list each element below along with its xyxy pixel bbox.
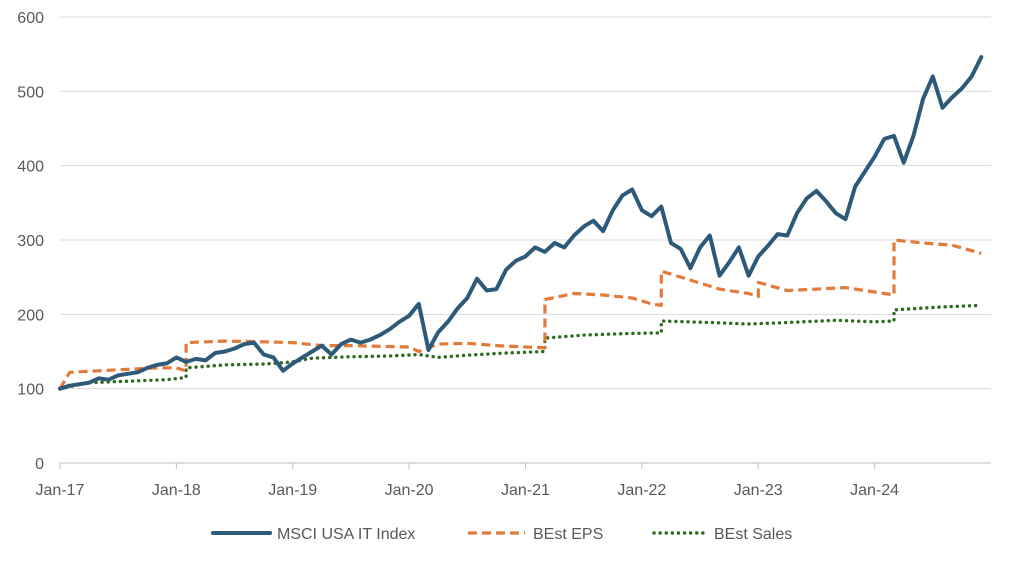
legend: MSCI USA IT Index BEst EPS BEst Sales — [211, 526, 792, 543]
y-tick-label: 200 — [17, 307, 44, 324]
x-tick-label: Jan-20 — [385, 482, 434, 499]
y-tick-label: 300 — [17, 233, 44, 250]
y-tick-label: 100 — [17, 382, 44, 399]
legend-label: BEst EPS — [533, 526, 603, 543]
x-tick-label: Jan-23 — [734, 482, 783, 499]
y-tick-label: 400 — [17, 159, 44, 176]
x-tick-label: Jan-24 — [850, 482, 899, 499]
x-tick-label: Jan-19 — [268, 482, 317, 499]
x-tick-label: Jan-22 — [617, 482, 666, 499]
y-tick-label: 500 — [17, 84, 44, 101]
x-tick-label: Jan-21 — [501, 482, 550, 499]
legend-label: BEst Sales — [714, 526, 792, 543]
y-tick-label: 0 — [35, 456, 44, 473]
series-lines — [58, 55, 984, 391]
x-tick-label: Jan-18 — [152, 482, 201, 499]
gridlines — [60, 16, 991, 390]
legend-label: MSCI USA IT Index — [277, 526, 415, 543]
series-line-msci-usa-it-index — [58, 55, 984, 391]
series-line-best-sales — [58, 303, 983, 391]
x-tick-label: Jan-17 — [36, 482, 85, 499]
y-tick-label: 600 — [17, 10, 44, 27]
series-line-best-eps — [58, 238, 982, 390]
axes: 0 100 200 300 400 500 600 Jan-17 Jan-18 Jan-19 Jan… — [17, 10, 991, 499]
